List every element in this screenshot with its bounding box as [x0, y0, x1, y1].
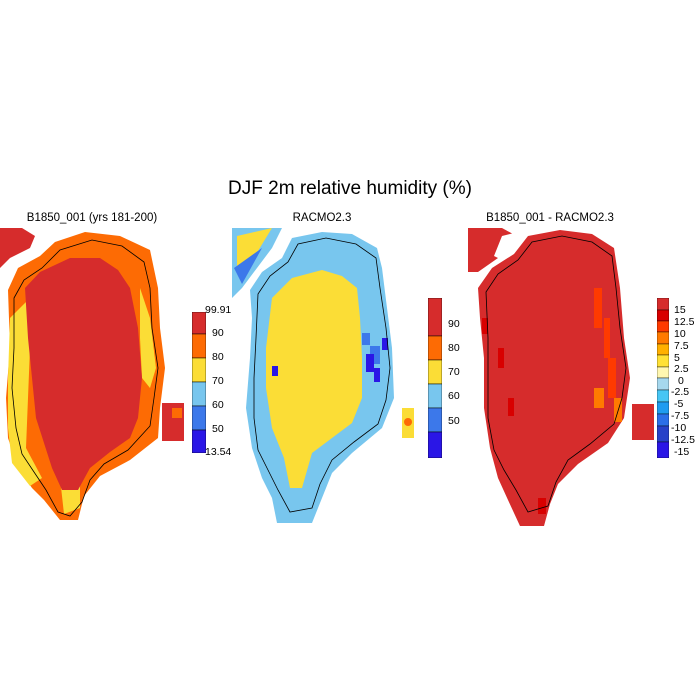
colorbar-model-label: 50 — [212, 423, 224, 435]
colorbar-racmo-swatches — [427, 297, 443, 459]
colorbar-racmo-label: 70 — [448, 366, 460, 378]
colorbar-racmo-label: 50 — [448, 415, 460, 427]
colorbar-diff-bin-7.5-10 — [656, 331, 670, 345]
colorbar-racmo: 90 80 70 60 50 — [427, 297, 460, 463]
colorbar-diff-swatches — [656, 297, 670, 459]
coastline — [11, 239, 159, 517]
colorbar-diff-bin-12.5-15 — [656, 309, 670, 322]
colorbar-model-label: 13.54 — [205, 446, 232, 458]
colorbar-model-label: 70 — [212, 375, 224, 387]
colorbar-racmo-bin-below-50 — [427, 431, 443, 459]
colorbar-diff-bin-neg10-neg7.5 — [656, 413, 670, 427]
interior-ice — [25, 258, 142, 490]
colorbar-model-swatches — [191, 311, 207, 454]
colorbar-diff-label: 15 — [674, 304, 686, 316]
panel-title-diff: B1850_001 - RACMO2.3 — [486, 212, 614, 224]
colorbar-racmo-bin-70-80 — [427, 359, 443, 385]
colorbar-model-bin-80-90 — [191, 333, 207, 359]
colorbar-diff-bin-neg5-neg2.5 — [656, 389, 670, 403]
coastline — [253, 237, 391, 513]
colorbar-model-bin-13-50 — [191, 429, 207, 454]
low-humidity-cluster — [366, 354, 374, 372]
colorbar-diff-label: -5 — [674, 398, 684, 410]
colorbar-diff-bin-neg2.5-0 — [656, 377, 670, 391]
canada-landmass — [0, 228, 35, 268]
colorbar-diff-bin-above-15 — [656, 297, 670, 311]
model-rh-map — [0, 228, 184, 520]
colorbar-model-label: 60 — [212, 399, 224, 411]
colorbar-diff-bin-10-12.5 — [656, 320, 670, 333]
colorbar-model-bin-90-99 — [191, 311, 207, 335]
coastline — [485, 235, 627, 513]
colorbar-diff-bin-2.5-5 — [656, 354, 670, 368]
panel-title-racmo: RACMO2.3 — [292, 212, 352, 224]
colorbar-diff-label: 12.5 — [674, 316, 695, 328]
figure-title: DJF 2m relative humidity (%) — [228, 178, 472, 199]
colorbar-diff-label: -10 — [671, 422, 687, 434]
colorbar-diff-bin-5-7.5 — [656, 343, 670, 356]
colorbar-racmo-label: 90 — [448, 318, 460, 330]
colorbar-diff-bin-neg7.5-neg5 — [656, 401, 670, 415]
colorbar-diff-label: 7.5 — [674, 340, 689, 352]
colorbar-model-bin-70-80 — [191, 357, 207, 383]
colorbar-diff-bin-0-2.5 — [656, 366, 670, 379]
colorbar-racmo-label: 60 — [448, 390, 460, 402]
colorbar-racmo-bin-50-60 — [427, 407, 443, 433]
colorbar-diff-label: -7.5 — [671, 410, 690, 422]
colorbar-diff-label: -15 — [674, 446, 690, 458]
colorbar-diff-label: 0 — [678, 375, 684, 387]
colorbar-diff-label: 10 — [674, 328, 686, 340]
racmo-rh-map — [232, 228, 414, 523]
colorbar-diff-label: -12.5 — [671, 434, 695, 446]
colorbar-diff-label: 2.5 — [674, 363, 689, 375]
colorbar-diff-label: 5 — [674, 352, 680, 364]
colorbar-model-label: 80 — [212, 351, 224, 363]
colorbar-racmo-label: 80 — [448, 342, 460, 354]
colorbar-racmo-bin-80-90 — [427, 335, 443, 361]
colorbar-model: 99.91 90 80 70 60 50 13.54 — [191, 304, 231, 458]
iceland-patch — [632, 404, 654, 440]
interior-ice — [266, 270, 362, 488]
colorbar-model-bin-60-70 — [191, 381, 207, 407]
colorbar-diff-label: -2.5 — [671, 386, 690, 398]
difference-field — [478, 230, 630, 526]
colorbar-model-label: 90 — [212, 327, 224, 339]
colorbar-racmo-bin-60-70 — [427, 383, 443, 409]
colorbar-diff-bin-neg12.5-neg10 — [656, 425, 670, 443]
colorbar-racmo-bin-above-90 — [427, 297, 443, 337]
panel-title-model: B1850_001 (yrs 181-200) — [26, 212, 158, 224]
diff-rh-map — [468, 228, 654, 526]
colorbar-model-label: 99.91 — [205, 304, 232, 316]
colorbar-model-bin-50-60 — [191, 405, 207, 431]
colorbar-diff: 15 12.5 10 7.5 5 2.5 0 -2.5 -5 -7.5 -10 … — [656, 297, 695, 463]
colorbar-diff-bin-below-neg15 — [656, 441, 670, 459]
